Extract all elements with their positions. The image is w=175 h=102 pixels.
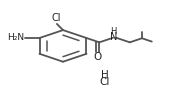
Text: Cl: Cl bbox=[100, 77, 110, 87]
Text: O: O bbox=[94, 52, 102, 62]
Text: N: N bbox=[110, 32, 117, 42]
Text: H₂N: H₂N bbox=[7, 33, 24, 43]
Text: Cl: Cl bbox=[51, 13, 61, 23]
Text: H: H bbox=[101, 70, 109, 80]
Text: H: H bbox=[110, 27, 117, 36]
